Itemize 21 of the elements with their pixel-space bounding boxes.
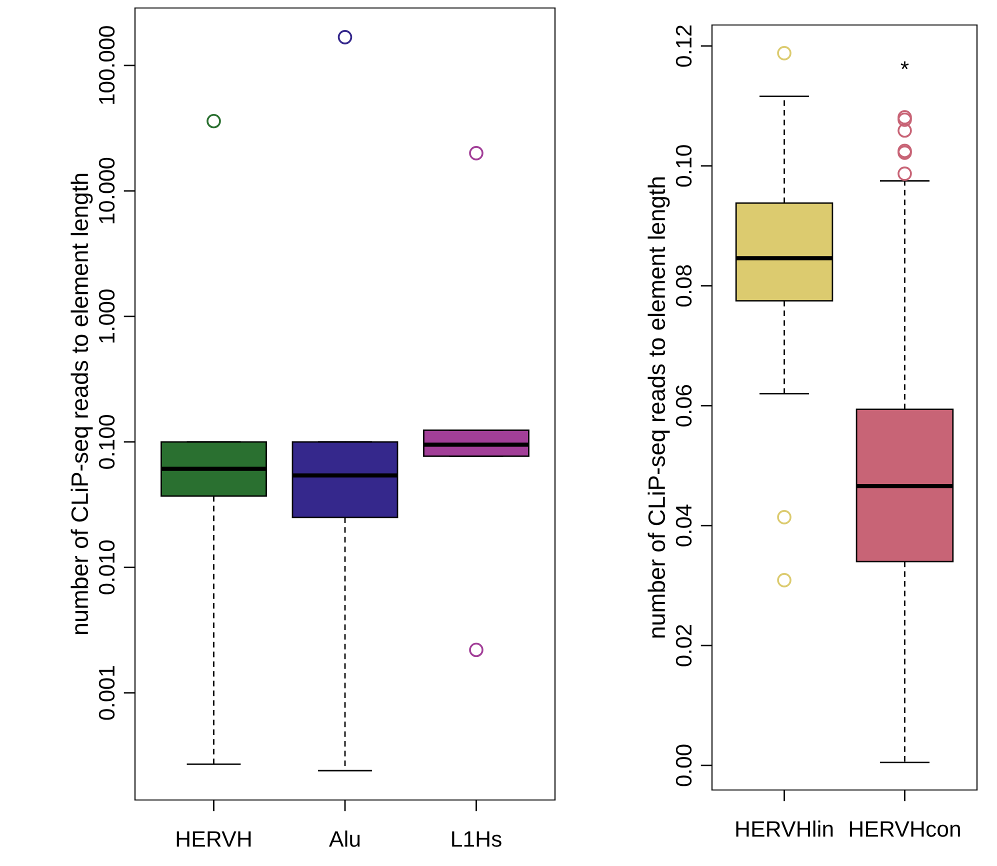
y-tick-label: 100.000 [98,26,115,104]
y-tick-label: 10.000 [98,158,115,224]
y-tick-label: 0.02 [676,625,692,666]
x-tick-label: HERVHcon [850,821,960,837]
y-tick-label: 0.10 [676,145,692,187]
x-tick-label: HERVH [176,831,251,847]
annotation: * [900,61,909,70]
y-tick-label: 0.06 [676,385,692,426]
y-tick-label: 0.010 [98,540,115,594]
y-tick-label: 0.001 [98,666,115,720]
y-tick-label: 0.00 [676,744,692,786]
x-tick-label: HERVHlin [736,820,833,837]
y-tick-label: 0.04 [676,504,692,546]
y-tick-label: 0.12 [676,25,692,67]
y-axis-title: number of CLiP-seq reads to element length [70,174,93,634]
x-tick-label: L1Hs [452,831,502,847]
y-axis-title: number of CLiP-seq reads to element length [648,177,670,638]
y-tick-label: 0.08 [676,265,692,307]
y-tick-label: 1.000 [98,289,115,343]
x-tick-label: Alu [328,830,360,847]
y-tick-label: 0.100 [98,414,115,469]
